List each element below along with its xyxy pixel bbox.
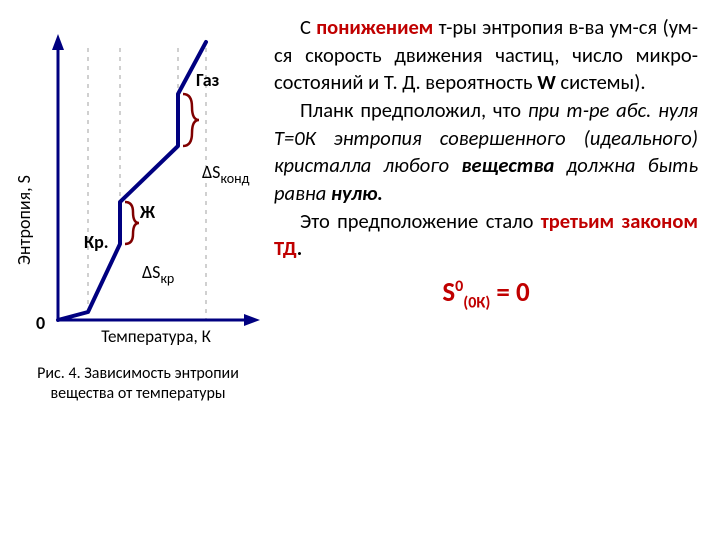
formula-eq: = 0 xyxy=(490,276,529,309)
p2-c: вещества xyxy=(461,152,554,178)
p1-a: С xyxy=(300,14,316,40)
crystal-label: Кр. xyxy=(84,231,109,253)
liquid-label: Ж xyxy=(139,201,156,223)
figure-caption: Рис. 4. Зависимость энтропии вещества от… xyxy=(12,364,264,404)
left-panel: Энтропия, S Кр. Ж Газ ΔSкр ΔSконд Темпер… xyxy=(0,0,270,540)
chart-svg: Энтропия, S Кр. Ж Газ ΔSкр ΔSконд Темпер… xyxy=(12,20,264,350)
p3-dot: . xyxy=(297,235,302,261)
paragraph-3: Это предположение стало третьим законом … xyxy=(274,208,698,263)
p1-d: системы). xyxy=(556,69,646,95)
formula-sup: 0 xyxy=(455,277,463,296)
paragraph-2: Планк предположил, что при т-ре абс. нул… xyxy=(274,97,698,208)
p3-a: Это предположение стало xyxy=(300,208,541,234)
formula-sub: (0К) xyxy=(463,293,490,312)
gas-label: Газ xyxy=(196,69,220,91)
right-text: С понижением т-ры энтропия в-ва ум-ся (у… xyxy=(270,0,720,540)
p1-red: понижением xyxy=(316,14,433,40)
delta-kond-label: ΔSконд xyxy=(202,161,250,187)
paragraph-1: С понижением т-ры энтропия в-ва ум-ся (у… xyxy=(274,14,698,97)
x-axis-label: Температура, К xyxy=(101,326,211,347)
p2-a: Планк предположил, что xyxy=(300,97,528,123)
p2-e: нулю. xyxy=(331,180,383,206)
entropy-chart: Энтропия, S Кр. Ж Газ ΔSкр ΔSконд Темпер… xyxy=(12,20,264,350)
y-axis-label: Энтропия, S xyxy=(13,175,35,265)
p1-c: W xyxy=(537,69,556,95)
origin-zero: 0 xyxy=(36,312,45,334)
page: Энтропия, S Кр. Ж Газ ΔSкр ΔSконд Темпер… xyxy=(0,0,720,540)
formula: S0(0К) = 0 xyxy=(274,275,698,314)
delta-kr-label: ΔSкр xyxy=(142,261,174,287)
formula-s: S xyxy=(442,276,455,309)
